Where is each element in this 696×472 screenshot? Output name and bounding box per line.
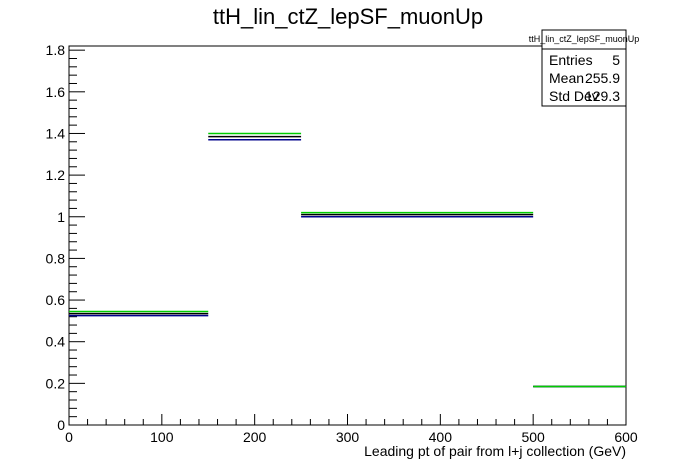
stats-mean-value: 255.9 xyxy=(585,70,620,86)
y-tick-label: 1.2 xyxy=(46,167,66,183)
y-axis: 0 0.2 0.4 0.6 0.8 1 1.2 1.4 1.6 1.8 xyxy=(46,42,85,433)
x-tick-label: 100 xyxy=(150,429,174,445)
stats-box-title: ttH_lin_ctZ_lepSF_muonUp xyxy=(529,34,640,44)
y-tick-label: 0.6 xyxy=(46,292,66,308)
x-tick-label: 300 xyxy=(336,429,360,445)
stats-box: ttH_lin_ctZ_lepSF_muonUp Entries 5 Mean … xyxy=(529,29,640,107)
y-tick-label: 1.4 xyxy=(46,125,66,141)
x-axis-label: Leading pt of pair from l+j collection (… xyxy=(364,443,626,459)
x-tick-label: 500 xyxy=(521,429,545,445)
x-tick-label: 600 xyxy=(614,429,638,445)
stats-box-frame xyxy=(541,29,627,107)
y-tick-label: 1 xyxy=(57,209,65,225)
stats-stddev-label: Std Dev xyxy=(549,88,599,104)
y-tick-label: 1.6 xyxy=(46,84,66,100)
stats-stddev-value: 129.3 xyxy=(585,88,620,104)
x-tick-label: 0 xyxy=(65,429,73,445)
x-tick-label: 400 xyxy=(429,429,453,445)
y-tick-label: 0.4 xyxy=(46,334,66,350)
stats-mean-label: Mean xyxy=(549,70,584,86)
stats-entries-label: Entries xyxy=(549,52,593,68)
histogram-series xyxy=(69,132,626,388)
stats-entries-value: 5 xyxy=(612,52,620,68)
y-tick-label: 0.2 xyxy=(46,375,66,391)
x-tick-label: 200 xyxy=(243,429,267,445)
chart-title: ttH_lin_ctZ_lepSF_muonUp xyxy=(213,4,483,29)
y-tick-label: 1.8 xyxy=(46,42,66,58)
y-tick-label: 0 xyxy=(57,417,65,433)
x-axis: 0 100 200 300 400 500 600 xyxy=(65,414,638,445)
y-tick-label: 0.8 xyxy=(46,250,66,266)
